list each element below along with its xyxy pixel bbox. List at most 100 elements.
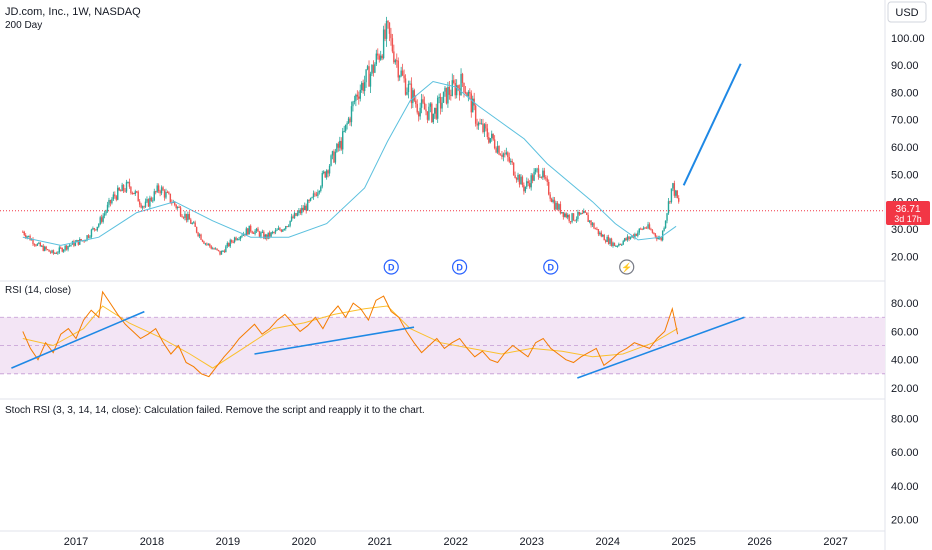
candle-body xyxy=(96,226,98,231)
candle-body xyxy=(461,73,464,83)
price-tick-label: 50.00 xyxy=(891,169,919,181)
candle-body xyxy=(337,143,340,148)
candle-body xyxy=(512,162,515,176)
candle-body xyxy=(457,85,459,89)
candle-body xyxy=(45,246,47,250)
candle-body xyxy=(41,245,43,247)
price-tag xyxy=(886,201,930,225)
year-tick-label: 2026 xyxy=(747,536,771,548)
candle-body xyxy=(401,70,404,76)
rsi-trendlines[interactable] xyxy=(11,310,745,379)
candle-body xyxy=(631,235,633,238)
projection-trendline[interactable] xyxy=(682,63,742,186)
candle-body xyxy=(333,151,335,163)
candle-body xyxy=(182,217,185,219)
candle-body xyxy=(372,64,375,73)
candle-body xyxy=(436,97,439,119)
candle-body xyxy=(239,236,242,240)
candle-body xyxy=(390,33,392,39)
candle-body xyxy=(64,245,66,250)
candle-body xyxy=(115,196,117,200)
price-tag-value: 36.71 xyxy=(895,204,920,215)
candle-body xyxy=(274,230,277,233)
currency-button[interactable] xyxy=(887,1,927,23)
candle-body xyxy=(530,175,532,188)
candle-body xyxy=(549,194,551,199)
candle-body xyxy=(533,171,535,181)
event-markers[interactable]: D D D ⚡ xyxy=(383,259,635,275)
candle-body xyxy=(190,219,192,224)
candle-body xyxy=(137,191,139,202)
candle-body xyxy=(323,171,325,174)
candle-body xyxy=(474,105,477,124)
time-axis-labels[interactable]: 2017 2018 2019 2020 2021 2022 2023 2024 2025 2026… xyxy=(64,536,848,548)
candle-body xyxy=(479,122,481,124)
candle-body xyxy=(204,243,207,245)
candle-body xyxy=(398,75,401,78)
candle-body xyxy=(558,204,560,210)
candle-body xyxy=(349,118,351,123)
candle-body xyxy=(305,205,307,211)
candle-body xyxy=(296,212,299,216)
candle-body xyxy=(176,206,179,209)
candle-body xyxy=(537,168,540,177)
candle-body xyxy=(168,192,170,194)
candle-body xyxy=(491,133,493,139)
candle-body xyxy=(458,88,461,96)
candle-body xyxy=(482,123,484,133)
candle-body xyxy=(480,123,483,125)
candle-body xyxy=(562,212,565,217)
candle-body xyxy=(67,245,69,250)
candle-body xyxy=(98,224,100,227)
candle-body xyxy=(384,29,386,39)
candle-body xyxy=(327,170,329,174)
candle-body xyxy=(92,228,94,230)
candle-body xyxy=(517,174,519,180)
year-tick-label: 2027 xyxy=(823,536,847,548)
stoch-tick-label: 80.00 xyxy=(891,413,919,425)
candle-body xyxy=(165,192,167,198)
candle-body xyxy=(248,225,250,235)
price-axis-labels[interactable]: 20.00 30.00 40.00 50.00 60.00 70.00 80.00 90.00… xyxy=(891,5,925,526)
candle-body xyxy=(301,207,303,214)
candle-body xyxy=(290,216,293,221)
candle-body xyxy=(550,198,553,203)
candle-body xyxy=(540,176,543,178)
candle-body xyxy=(255,228,258,231)
candle-body xyxy=(44,246,46,251)
candle-body xyxy=(606,236,608,242)
candle-body xyxy=(350,106,353,123)
candle-body xyxy=(147,199,150,207)
candle-body xyxy=(485,124,487,129)
candle-body xyxy=(128,182,131,187)
candle-body xyxy=(596,228,598,230)
candle-body xyxy=(293,213,296,219)
candle-body xyxy=(102,215,104,222)
candle-body xyxy=(233,237,236,243)
candle-body xyxy=(403,75,405,79)
candle-body xyxy=(477,122,480,126)
candle-body xyxy=(566,214,569,218)
candle-body xyxy=(49,251,52,253)
candle-body xyxy=(86,235,88,241)
candle-body xyxy=(597,229,600,235)
candle-body xyxy=(48,249,50,252)
candle-body xyxy=(571,213,573,222)
candle-body xyxy=(32,239,34,245)
candle-body xyxy=(588,220,591,222)
candle-body xyxy=(121,184,123,192)
candle-body xyxy=(514,175,516,178)
candle-body xyxy=(648,224,651,229)
candle-body xyxy=(419,107,421,117)
candle-body xyxy=(311,197,313,199)
candle-body xyxy=(39,242,42,247)
candle-body xyxy=(641,228,643,230)
candle-body xyxy=(80,239,82,241)
candle-body xyxy=(105,211,107,214)
candle-body xyxy=(285,226,287,229)
candle-body xyxy=(492,133,494,140)
candle-body xyxy=(42,245,44,251)
candle-body xyxy=(160,187,163,194)
year-tick-label: 2024 xyxy=(595,536,619,548)
